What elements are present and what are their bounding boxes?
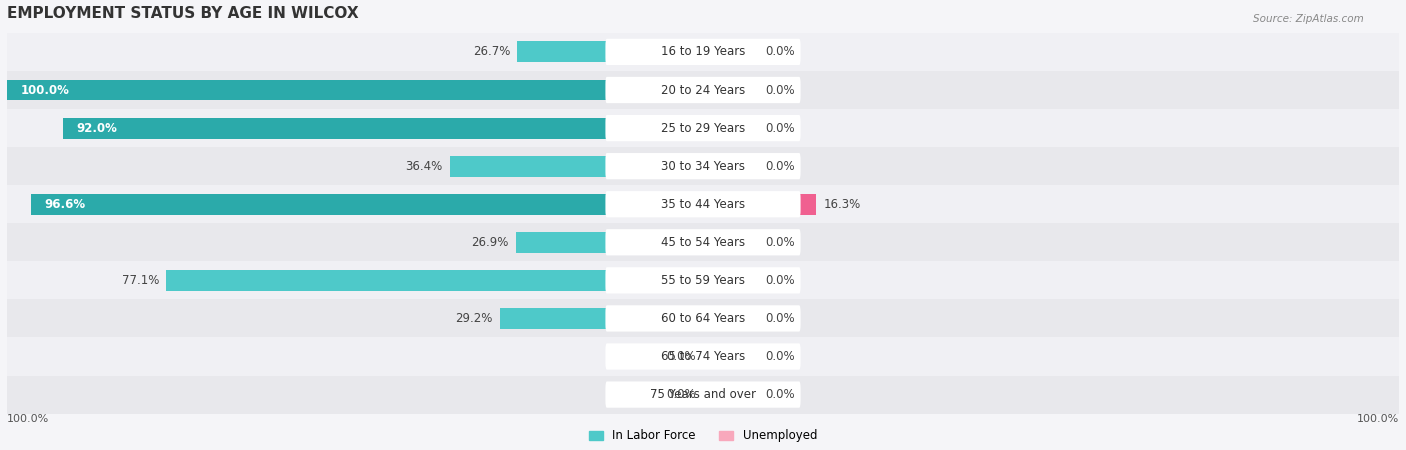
Bar [516, 232, 703, 253]
Bar [703, 346, 759, 367]
FancyBboxPatch shape [606, 343, 800, 369]
FancyBboxPatch shape [606, 191, 800, 217]
Bar [63, 117, 703, 139]
Text: 16 to 19 Years: 16 to 19 Years [661, 45, 745, 58]
Text: 45 to 54 Years: 45 to 54 Years [661, 236, 745, 249]
Text: 26.9%: 26.9% [471, 236, 509, 249]
Text: 77.1%: 77.1% [122, 274, 159, 287]
Text: 100.0%: 100.0% [1357, 414, 1399, 424]
FancyBboxPatch shape [606, 39, 800, 65]
Bar [7, 33, 1399, 71]
Text: 0.0%: 0.0% [766, 45, 796, 58]
Bar [166, 270, 703, 291]
FancyBboxPatch shape [606, 305, 800, 332]
Text: 65 to 74 Years: 65 to 74 Years [661, 350, 745, 363]
Bar [7, 299, 1399, 338]
Text: 75 Years and over: 75 Years and over [650, 388, 756, 401]
Bar [7, 261, 1399, 299]
Bar [703, 80, 759, 100]
Bar [7, 376, 1399, 414]
Text: 0.0%: 0.0% [666, 350, 696, 363]
Text: 25 to 29 Years: 25 to 29 Years [661, 122, 745, 135]
Bar [703, 156, 759, 176]
FancyBboxPatch shape [606, 77, 800, 103]
Bar [7, 71, 1399, 109]
Text: 26.7%: 26.7% [472, 45, 510, 58]
Bar [7, 109, 1399, 147]
Bar [7, 147, 1399, 185]
Text: 60 to 64 Years: 60 to 64 Years [661, 312, 745, 325]
Text: 35 to 44 Years: 35 to 44 Years [661, 198, 745, 211]
Text: 100.0%: 100.0% [21, 84, 70, 96]
Bar [703, 270, 759, 291]
Text: 0.0%: 0.0% [766, 274, 796, 287]
Bar [703, 232, 759, 253]
Text: Source: ZipAtlas.com: Source: ZipAtlas.com [1253, 14, 1364, 23]
Legend: In Labor Force, Unemployed: In Labor Force, Unemployed [583, 424, 823, 447]
Bar [703, 308, 759, 329]
FancyBboxPatch shape [606, 382, 800, 408]
Text: 0.0%: 0.0% [766, 84, 796, 96]
Text: 0.0%: 0.0% [766, 350, 796, 363]
Text: 20 to 24 Years: 20 to 24 Years [661, 84, 745, 96]
Bar [7, 80, 703, 100]
FancyBboxPatch shape [606, 229, 800, 256]
Bar [31, 194, 703, 215]
Bar [703, 194, 817, 215]
FancyBboxPatch shape [606, 115, 800, 141]
Text: 0.0%: 0.0% [766, 122, 796, 135]
Bar [450, 156, 703, 176]
Text: 30 to 34 Years: 30 to 34 Years [661, 160, 745, 173]
Text: 100.0%: 100.0% [7, 414, 49, 424]
Text: 92.0%: 92.0% [76, 122, 118, 135]
Text: 16.3%: 16.3% [824, 198, 860, 211]
Text: 0.0%: 0.0% [766, 236, 796, 249]
Bar [703, 117, 759, 139]
Bar [703, 41, 759, 63]
Text: 96.6%: 96.6% [45, 198, 86, 211]
Text: EMPLOYMENT STATUS BY AGE IN WILCOX: EMPLOYMENT STATUS BY AGE IN WILCOX [7, 6, 359, 22]
FancyBboxPatch shape [606, 153, 800, 179]
Text: 0.0%: 0.0% [666, 388, 696, 401]
Bar [703, 384, 759, 405]
Bar [7, 223, 1399, 261]
FancyBboxPatch shape [606, 267, 800, 293]
Text: 0.0%: 0.0% [766, 312, 796, 325]
Text: 0.0%: 0.0% [766, 160, 796, 173]
Bar [7, 338, 1399, 376]
Text: 0.0%: 0.0% [766, 388, 796, 401]
Bar [499, 308, 703, 329]
Text: 29.2%: 29.2% [456, 312, 492, 325]
Bar [517, 41, 703, 63]
Bar [7, 185, 1399, 223]
Text: 36.4%: 36.4% [405, 160, 443, 173]
Text: 55 to 59 Years: 55 to 59 Years [661, 274, 745, 287]
